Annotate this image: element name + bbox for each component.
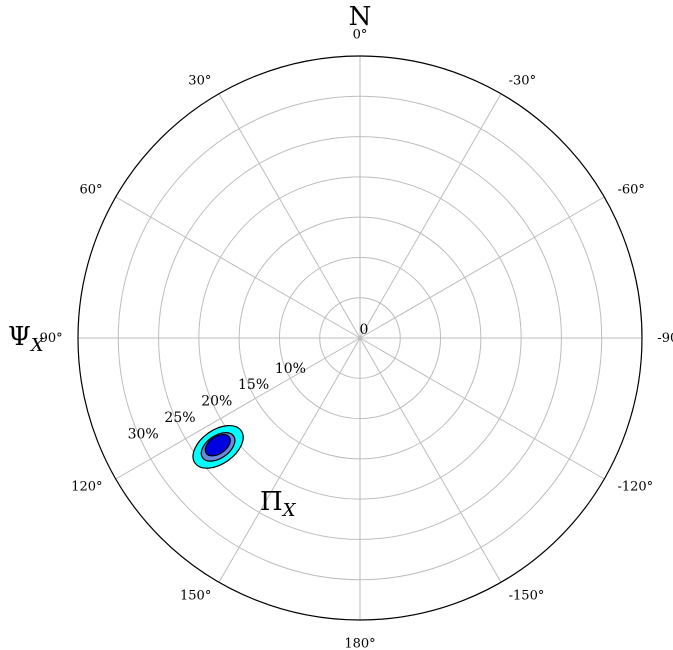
angle-tick-label: -30° (509, 74, 536, 89)
spoke-30 (218, 93, 361, 339)
spoke-150 (218, 337, 361, 583)
pi-axis-label: ΠX (260, 487, 297, 521)
spoke--60 (359, 196, 605, 339)
angle-tick-label: 180° (344, 636, 375, 650)
angle-tick-label: -150° (509, 588, 545, 603)
angle-tick-label: -120° (617, 480, 653, 495)
angle-tick-label: 90° (40, 331, 63, 346)
spoke--30 (359, 93, 502, 339)
psi-axis-label: ΨX (8, 322, 45, 356)
angle-tick-label: 60° (79, 182, 102, 197)
angle-tick-label: -60° (617, 182, 644, 197)
radial-tick-label: 25% (164, 410, 195, 426)
radial-tick-label: 10% (275, 361, 306, 377)
spoke-120 (115, 337, 361, 480)
angle-tick-label: -90° (657, 331, 673, 346)
psi-axis-label-main: Ψ (8, 322, 31, 352)
contour-inner (204, 433, 231, 457)
psi-axis-label-sub: X (29, 335, 45, 356)
angle-tick-label: 0° (353, 28, 368, 43)
pi-axis-label-main: Π (260, 487, 283, 517)
radial-tick-label: 15% (238, 377, 269, 393)
radial-tick-label: 20% (201, 394, 232, 410)
pi-axis-label-sub: X (281, 500, 297, 521)
contour-layer (192, 424, 244, 469)
grid-layer (77, 55, 643, 621)
radial-tick-label: 0 (360, 322, 369, 338)
outer-boundary (77, 55, 643, 621)
angle-tick-label: 30° (188, 74, 211, 89)
angle-tick-label: 120° (71, 480, 102, 495)
spoke-60 (115, 196, 361, 339)
spoke--150 (359, 337, 502, 583)
radial-tick-label: 30% (128, 426, 159, 442)
angle-tick-label: 150° (180, 588, 211, 603)
spoke--120 (359, 337, 605, 480)
north-label: N (349, 2, 372, 32)
label-layer: 0° -30° -60° -90° -120° -150° 180° 150° 120° 90° 6… (40, 28, 673, 650)
